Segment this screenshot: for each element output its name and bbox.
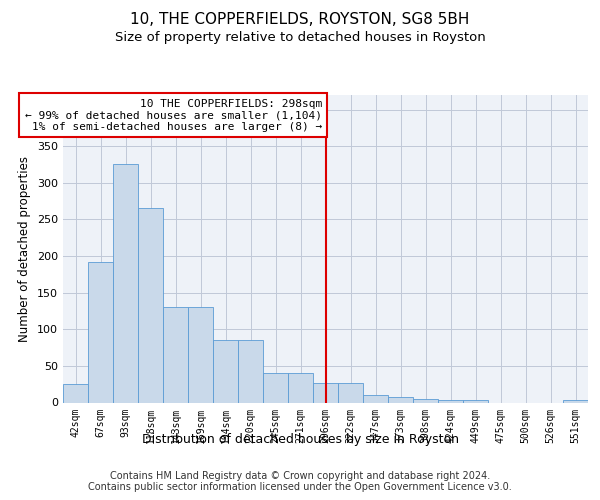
Bar [63, 384, 88, 402]
Bar [263, 373, 288, 402]
Y-axis label: Number of detached properties: Number of detached properties [19, 156, 31, 342]
Text: Size of property relative to detached houses in Royston: Size of property relative to detached ho… [115, 31, 485, 44]
Bar [288, 373, 313, 402]
Bar [213, 340, 238, 402]
Bar [438, 400, 463, 402]
Bar [388, 396, 413, 402]
Text: 10 THE COPPERFIELDS: 298sqm
← 99% of detached houses are smaller (1,104)
1% of s: 10 THE COPPERFIELDS: 298sqm ← 99% of det… [25, 98, 322, 132]
Bar [463, 400, 488, 402]
Bar [163, 308, 188, 402]
Bar [88, 262, 113, 402]
Bar [563, 400, 588, 402]
Bar [313, 384, 338, 402]
Text: Contains HM Land Registry data © Crown copyright and database right 2024.
Contai: Contains HM Land Registry data © Crown c… [88, 471, 512, 492]
Bar [238, 340, 263, 402]
Bar [363, 395, 388, 402]
Text: 10, THE COPPERFIELDS, ROYSTON, SG8 5BH: 10, THE COPPERFIELDS, ROYSTON, SG8 5BH [130, 12, 470, 28]
Bar [113, 164, 138, 402]
Bar [188, 308, 213, 402]
Bar [413, 399, 438, 402]
Bar [338, 384, 363, 402]
Bar [138, 208, 163, 402]
Text: Distribution of detached houses by size in Royston: Distribution of detached houses by size … [142, 432, 458, 446]
